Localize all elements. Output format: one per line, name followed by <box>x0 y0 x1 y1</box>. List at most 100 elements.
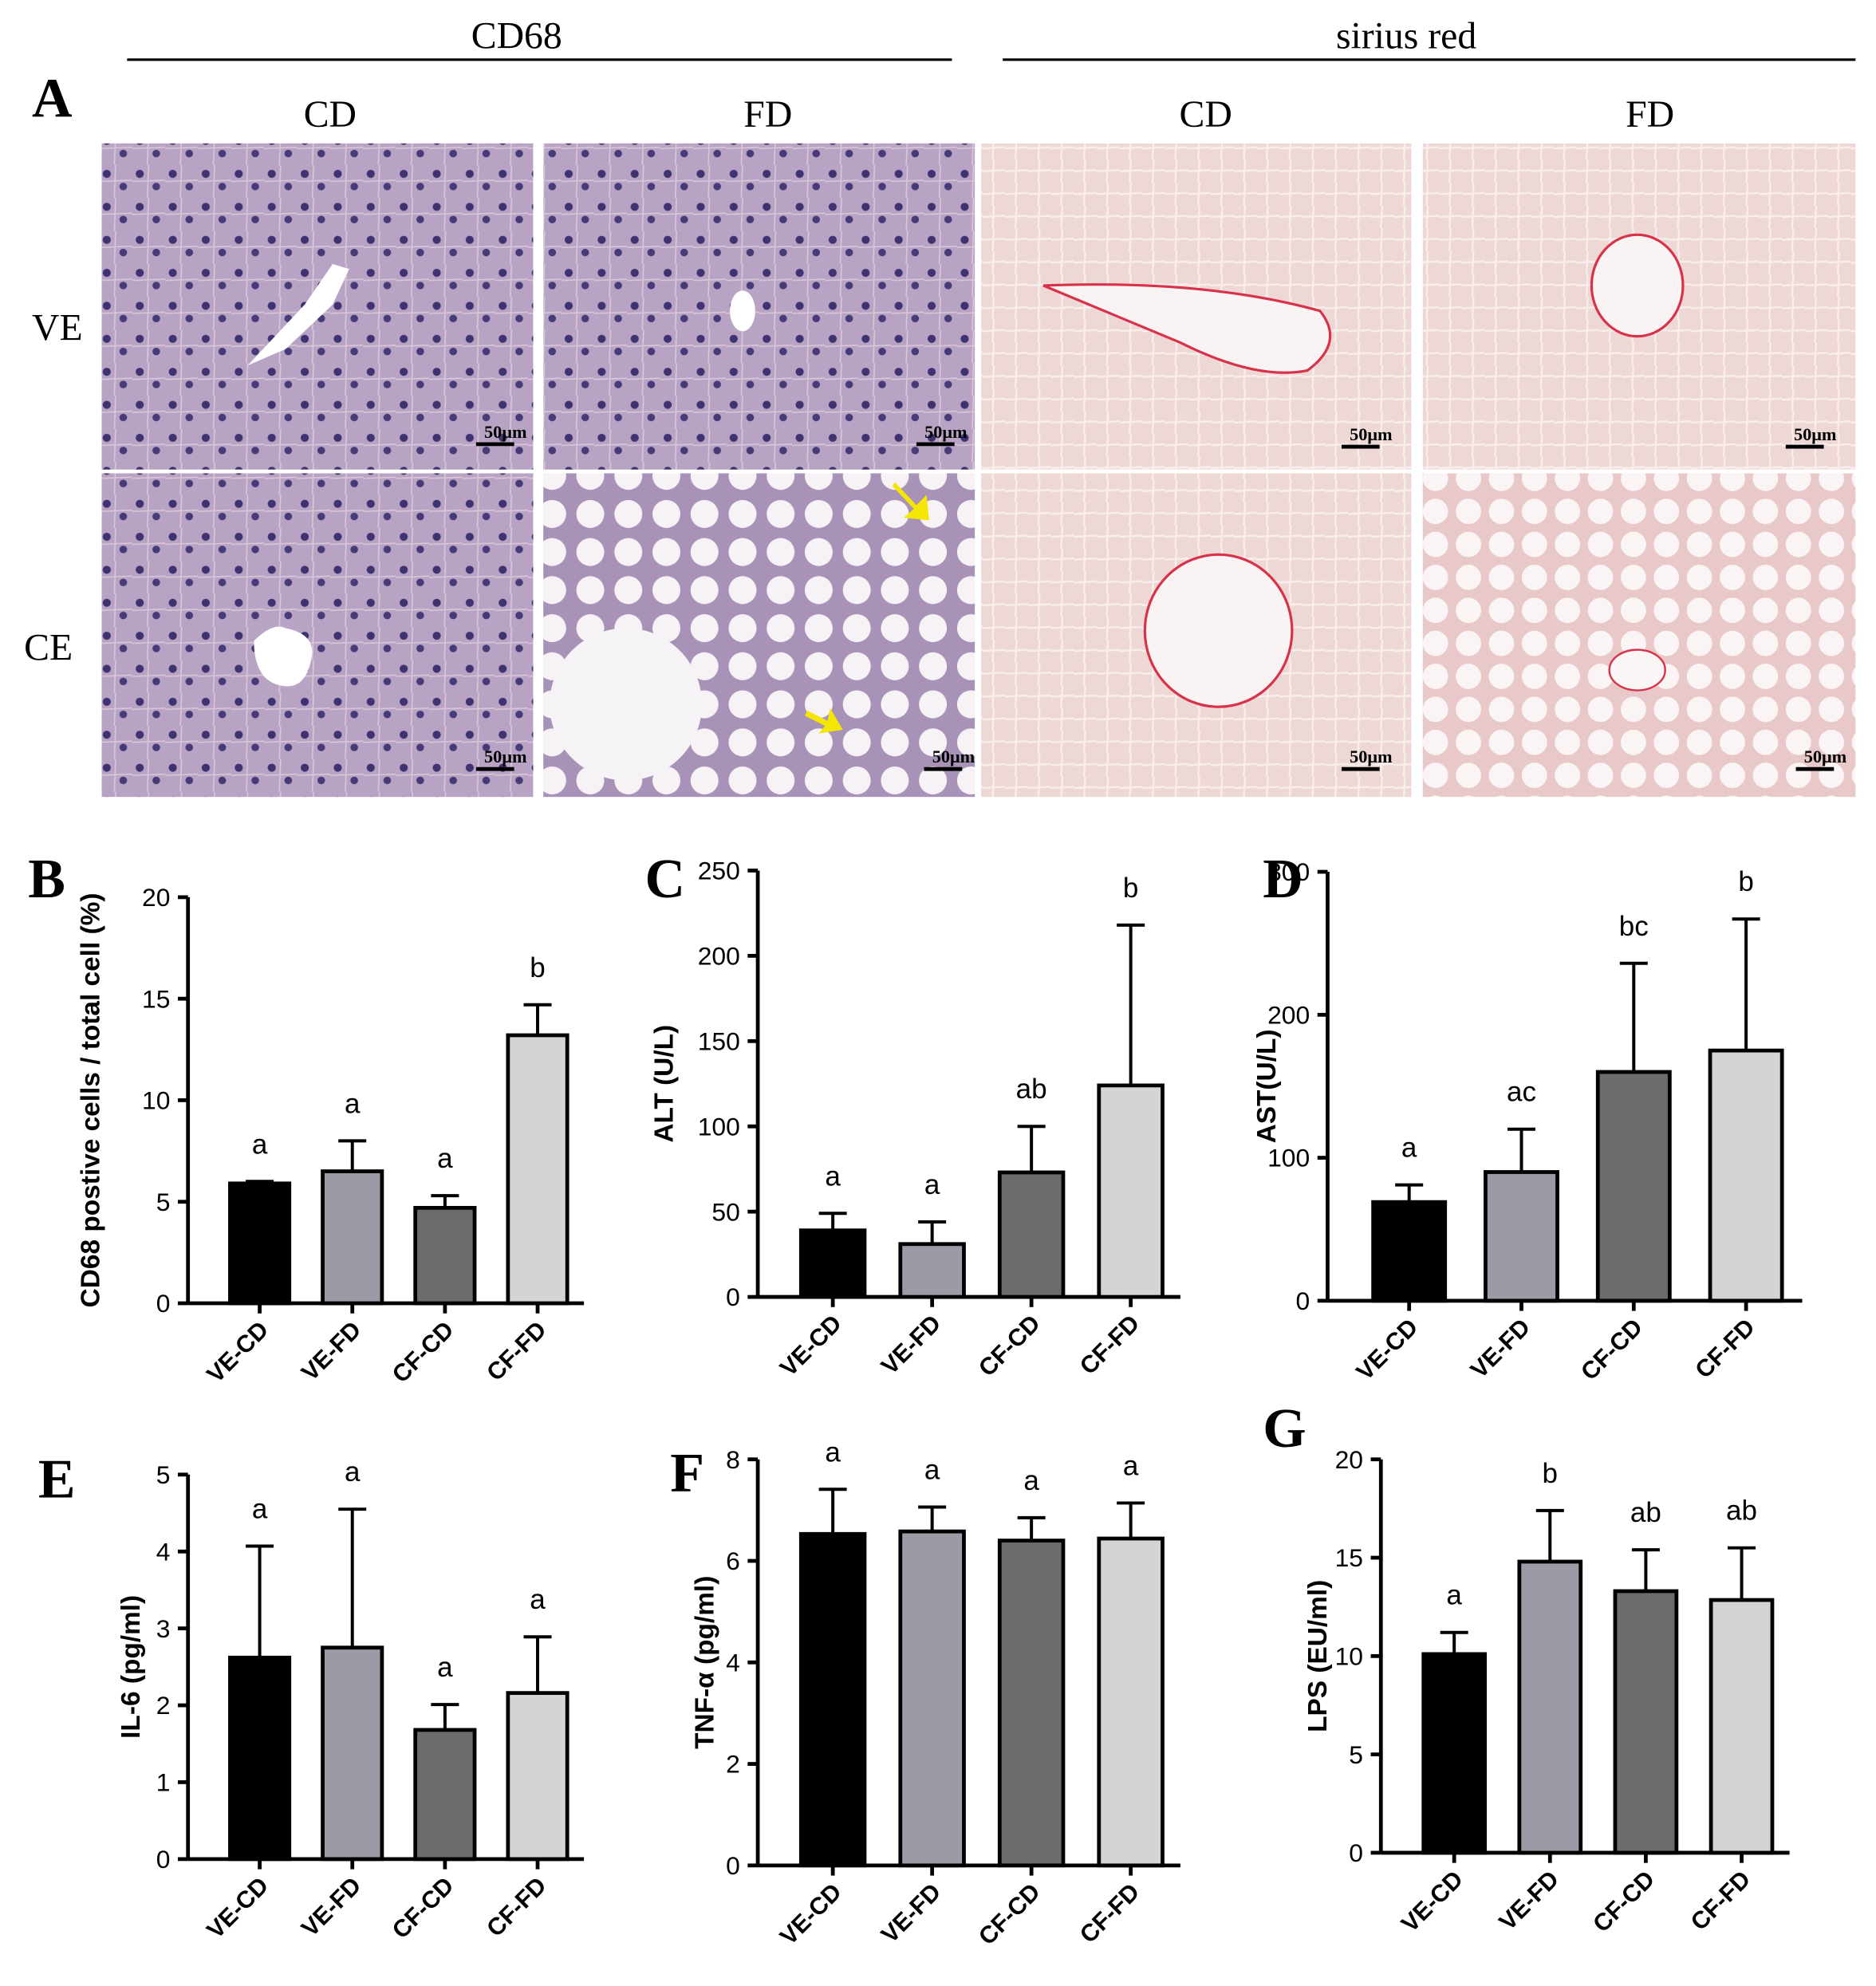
bar-chart: B CD68 postive cells / total cell (%) 0 5 10… <box>28 849 585 1389</box>
bar <box>1613 1589 1679 1855</box>
significance-label: b <box>1738 866 1753 897</box>
panel-label: C <box>644 849 685 910</box>
x-tick-label: CF-CD <box>974 1878 1046 1950</box>
significance-label: ac <box>1507 1077 1536 1108</box>
y-tick-label: 15 <box>142 984 170 1013</box>
scale-bar-label: 50μm <box>484 747 527 766</box>
row-label: VE <box>32 306 83 349</box>
y-tick-label: 0 <box>1295 1287 1310 1315</box>
bar <box>506 1691 570 1862</box>
column-label: CD <box>1180 93 1232 136</box>
x-tick-label: VE-FD <box>297 1873 366 1942</box>
vessel <box>1143 553 1294 708</box>
x-tick-label: VE-CD <box>1352 1314 1424 1385</box>
scale-bar-label: 50μm <box>924 422 968 442</box>
y-tick-label: 20 <box>1335 1445 1363 1474</box>
y-tick-label: 5 <box>156 1460 171 1489</box>
x-tick-label: VE-CD <box>202 1873 274 1945</box>
significance-label: a <box>345 1088 361 1119</box>
bar <box>898 1242 966 1299</box>
significance-label: a <box>1123 1450 1139 1481</box>
panel-label: F <box>670 1442 704 1503</box>
bar <box>321 1169 384 1306</box>
bar <box>798 1531 867 1868</box>
y-tick-label: 15 <box>1335 1543 1363 1572</box>
bar <box>997 1170 1066 1299</box>
vessel <box>1608 648 1666 692</box>
vessel <box>550 628 703 781</box>
panel-label: A <box>32 68 73 129</box>
x-tick-label: CF-CD <box>1576 1314 1648 1385</box>
micrographs <box>101 143 1856 798</box>
bar <box>321 1645 384 1862</box>
arrow <box>804 707 843 734</box>
bar <box>997 1539 1066 1868</box>
x-tick-label: VE-FD <box>1466 1314 1535 1383</box>
x-tick-label: VE-FD <box>297 1317 366 1386</box>
y-tick-label: 8 <box>726 1445 740 1474</box>
bar <box>1371 1200 1448 1303</box>
bar <box>1708 1598 1775 1855</box>
significance-label: a <box>825 1436 841 1468</box>
bar <box>1708 1048 1784 1303</box>
x-tick-label: VE-CD <box>775 1310 847 1382</box>
bar <box>228 1655 292 1862</box>
y-tick-label: 250 <box>698 857 740 885</box>
y-tick-label: 0 <box>156 1845 171 1874</box>
vessel <box>1590 233 1685 338</box>
y-tick-label: 6 <box>726 1547 740 1575</box>
group-label: CD68 <box>471 14 562 57</box>
y-axis-label: LPS (EU/ml) <box>1303 1580 1333 1732</box>
bar <box>1484 1170 1559 1303</box>
column-label: FD <box>743 93 792 136</box>
bar-chart: G LPS (EU/ml) 0 5 10 15 20 a VE-CD b VE-FD ab CF-CD a… <box>1263 1398 1790 1937</box>
x-tick-label: CF-FD <box>1690 1314 1760 1383</box>
vessel <box>730 290 755 332</box>
bar <box>1595 1070 1672 1303</box>
x-tick-label: CF-FD <box>1075 1310 1145 1380</box>
arrow <box>892 482 929 521</box>
significance-label: a <box>437 1652 453 1683</box>
micrograph <box>543 143 975 470</box>
y-tick-label: 5 <box>1349 1740 1363 1769</box>
y-tick-label: 2 <box>156 1691 171 1720</box>
y-tick-label: 0 <box>726 1283 740 1311</box>
y-tick-label: 200 <box>1267 1000 1310 1029</box>
x-tick-label: VE-FD <box>877 1878 946 1948</box>
y-tick-label: 150 <box>698 1026 740 1055</box>
vessel <box>247 263 349 366</box>
y-tick-label: 50 <box>711 1197 739 1226</box>
significance-label: bc <box>1619 911 1649 942</box>
y-tick-label: 100 <box>1267 1144 1310 1172</box>
significance-label: a <box>1446 1580 1462 1611</box>
x-tick-label: CF-FD <box>1686 1866 1756 1936</box>
bar <box>1517 1559 1583 1855</box>
x-tick-label: CF-FD <box>482 1317 551 1386</box>
vessel <box>254 626 313 687</box>
x-tick-label: CF-CD <box>388 1317 459 1389</box>
significance-label: ab <box>1016 1074 1047 1105</box>
y-axis-label: IL-6 (pg/ml) <box>116 1595 146 1739</box>
significance-label: ab <box>1726 1495 1757 1527</box>
bar-chart: F TNF-α (pg/ml) 0 2 4 6 8 a VE-CD a VE-FD a CF-CD a CF… <box>670 1436 1180 1950</box>
significance-label: a <box>252 1129 268 1160</box>
y-tick-label: 4 <box>726 1648 740 1677</box>
y-tick-label: 0 <box>726 1851 740 1880</box>
y-tick-label: 2 <box>726 1750 740 1779</box>
scale-bar-label: 50μm <box>932 747 975 766</box>
bar <box>413 1728 477 1862</box>
panel-label: E <box>38 1448 76 1510</box>
y-axis-label: CD68 postive cells / total cell (%) <box>76 893 105 1308</box>
scale-bar-label: 50μm <box>1804 747 1847 766</box>
significance-label: a <box>1401 1133 1417 1164</box>
bar-chart: C ALT (U/L) 0 50 100 150 200 250 a VE-CD a VE-FD ab C… <box>644 849 1180 1382</box>
significance-label: b <box>1543 1458 1558 1489</box>
y-tick-label: 10 <box>1335 1641 1363 1670</box>
y-tick-label: 10 <box>142 1086 170 1115</box>
x-tick-label: VE-CD <box>775 1878 847 1950</box>
micrograph <box>101 473 534 798</box>
significance-label: a <box>252 1493 268 1524</box>
y-tick-label: 0 <box>1349 1838 1363 1867</box>
